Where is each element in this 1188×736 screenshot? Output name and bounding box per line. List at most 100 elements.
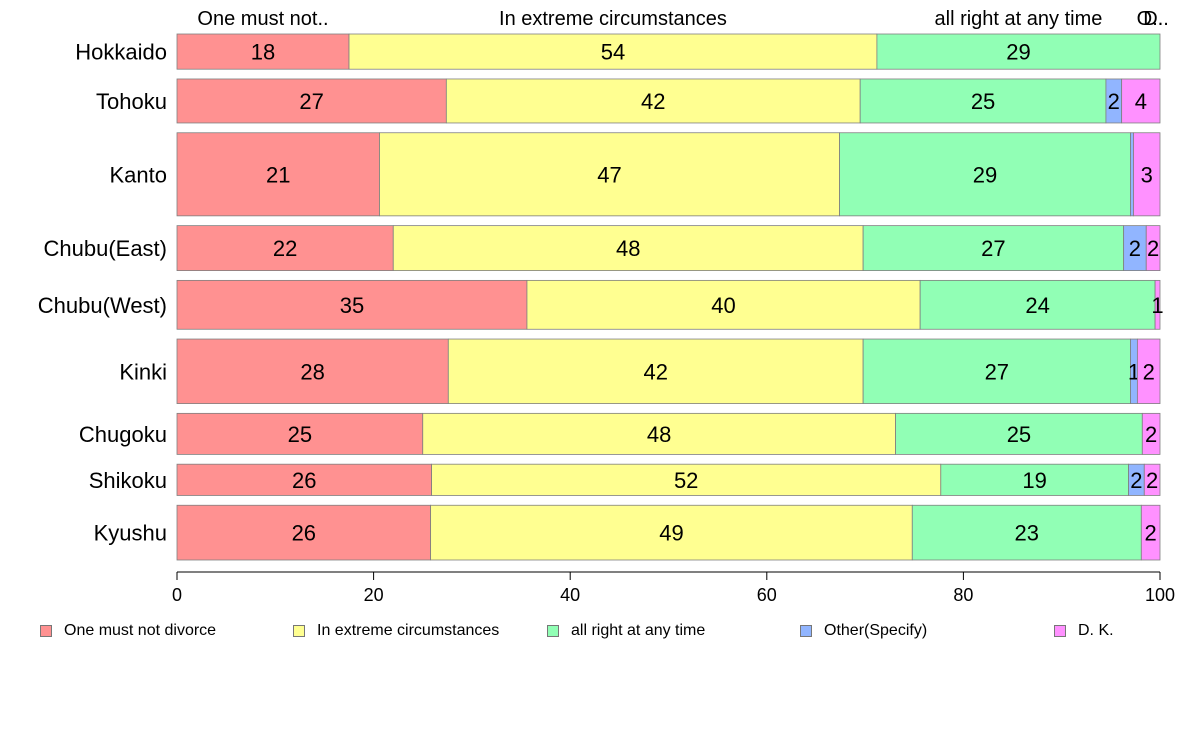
- data-label: 21: [266, 162, 290, 187]
- bar-segment-chugoku-in-extreme-circumstances: [422, 412, 896, 455]
- bar-segment-kanto-one-must-not-divorce: [176, 132, 380, 217]
- category-label-tohoku: Tohoku: [96, 89, 167, 114]
- bar-segment-chubu-west-one-must-not-divorce: [176, 279, 528, 330]
- data-label: 4: [1135, 89, 1147, 114]
- data-label: 2: [1145, 521, 1157, 546]
- data-label: 27: [981, 236, 1005, 261]
- bar-segment-kanto-other-specify: [1130, 132, 1134, 217]
- data-label: 23: [1015, 521, 1039, 546]
- legend-item-one-must-not-divorce: One must not divorce: [40, 622, 216, 640]
- legend: One must not divorce In extreme circumst…: [40, 622, 1160, 646]
- data-label: 3: [1141, 162, 1153, 187]
- legend-swatch: [547, 625, 559, 637]
- bar-segment-hokkaido-in-extreme-circumstances: [348, 33, 878, 70]
- x-axis: 0 20 40 60 80 100: [172, 571, 1175, 605]
- category-label-chubu-east: Chubu(East): [43, 236, 167, 261]
- data-label: 27: [299, 89, 323, 114]
- data-label: 1: [1151, 293, 1163, 318]
- bar-segment-kanto-d-k: [1133, 132, 1161, 217]
- x-tick-label: 40: [560, 585, 580, 605]
- legend-swatch: [800, 625, 812, 637]
- category-label-chubu-west: Chubu(West): [38, 293, 167, 318]
- legend-item-in-extreme-circumstances: In extreme circumstances: [293, 622, 499, 640]
- data-label: 25: [971, 89, 995, 114]
- data-label: 2: [1143, 359, 1155, 384]
- bar-segment-kanto-in-extreme-circumstances: [379, 132, 840, 217]
- data-label: 2: [1146, 468, 1158, 493]
- bar-segment-hokkaido-one-must-not-divorce: [176, 33, 350, 70]
- category-label-kyushu: Kyushu: [94, 521, 167, 546]
- data-label: 28: [300, 359, 324, 384]
- data-label: 42: [643, 359, 667, 384]
- category-label-kinki: Kinki: [119, 359, 167, 384]
- legend-swatch: [1054, 625, 1066, 637]
- bar-segment-kanto-all-right-at-any-time: [839, 132, 1131, 217]
- data-label: 48: [616, 236, 640, 261]
- legend-label: Other(Specify): [824, 622, 928, 639]
- bar-segment-chugoku-one-must-not-divorce: [176, 412, 424, 455]
- data-label: 24: [1025, 293, 1049, 318]
- category-label-hokkaido: Hokkaido: [75, 40, 167, 65]
- top-label-all-right-at-any-time: all right at any time: [935, 8, 1103, 30]
- legend-swatch: [40, 625, 52, 637]
- legend-label: D. K.: [1078, 622, 1114, 639]
- bar-segment-kyushu-in-extreme-circumstances: [430, 504, 913, 561]
- top-series-labels: One must not.. In extreme circumstances al…: [197, 8, 1168, 30]
- bar-segment-shikoku-one-must-not-divorce: [176, 463, 433, 496]
- data-label: 47: [597, 162, 621, 187]
- bar-segment-chubu-east-all-right-at-any-time: [862, 225, 1125, 272]
- category-label-shikoku: Shikoku: [89, 468, 167, 493]
- data-label: 49: [659, 521, 683, 546]
- bar-segment-chubu-west-d-k: [1154, 279, 1161, 330]
- data-label: 48: [647, 422, 671, 447]
- data-label: 42: [641, 89, 665, 114]
- data-label: 26: [292, 468, 316, 493]
- data-label: 2: [1130, 468, 1142, 493]
- data-label: 2: [1147, 236, 1159, 261]
- bar-segment-chubu-east-one-must-not-divorce: [176, 225, 394, 272]
- bar-segment-kyushu-d-k: [1140, 504, 1161, 561]
- data-label: 26: [292, 521, 316, 546]
- data-label: 25: [1007, 422, 1031, 447]
- data-label: 18: [251, 40, 275, 65]
- bar-segment-kyushu-one-must-not-divorce: [176, 504, 432, 561]
- legend-label: One must not divorce: [64, 622, 217, 639]
- data-label: 54: [601, 40, 625, 65]
- data-label: 22: [273, 236, 297, 261]
- top-label-one-must-not-divorce: One must not..: [197, 8, 328, 30]
- data-label: 40: [711, 293, 735, 318]
- top-label-in-extreme-circumstances: In extreme circumstances: [499, 8, 727, 30]
- data-label: 35: [340, 293, 364, 318]
- top-label-d-k: D..: [1143, 8, 1169, 30]
- bar-segment-kinki-in-extreme-circumstances: [447, 338, 864, 404]
- bar-segment-tohoku-in-extreme-circumstances: [445, 78, 861, 124]
- category-label-chugoku: Chugoku: [79, 422, 167, 447]
- bar-segment-chugoku-d-k: [1141, 412, 1161, 455]
- bar-segment-chubu-west-in-extreme-circumstances: [526, 279, 921, 330]
- x-tick-label: 80: [953, 585, 973, 605]
- bar-segment-tohoku-d-k: [1121, 78, 1161, 124]
- bar-segment-tohoku-one-must-not-divorce: [176, 78, 447, 124]
- data-label: 25: [288, 422, 312, 447]
- legend-swatch: [293, 625, 305, 637]
- x-tick-label: 20: [364, 585, 384, 605]
- x-tick-label: 60: [757, 585, 777, 605]
- legend-item-all-right-at-any-time: all right at any time: [547, 622, 705, 640]
- legend-label: all right at any time: [571, 622, 706, 639]
- bar-segment-kinki-all-right-at-any-time: [862, 338, 1131, 404]
- category-label-kanto: Kanto: [110, 162, 168, 187]
- legend-label: In extreme circumstances: [317, 622, 500, 639]
- data-label: 29: [973, 162, 997, 187]
- bar-segment-shikoku-d-k: [1143, 463, 1161, 496]
- bar-segment-tohoku-all-right-at-any-time: [859, 78, 1107, 124]
- bar-segment-kinki-one-must-not-divorce: [176, 338, 449, 404]
- data-label: 2: [1145, 422, 1157, 447]
- bar-segment-shikoku-all-right-at-any-time: [940, 463, 1129, 496]
- bar-segment-chubu-east-d-k: [1145, 225, 1161, 272]
- legend-item-d-k: D. K.: [1054, 622, 1114, 640]
- top-label-other-specify: O..: [1137, 8, 1164, 30]
- data-label: 19: [1022, 468, 1046, 493]
- x-tick-label: 100: [1145, 585, 1175, 605]
